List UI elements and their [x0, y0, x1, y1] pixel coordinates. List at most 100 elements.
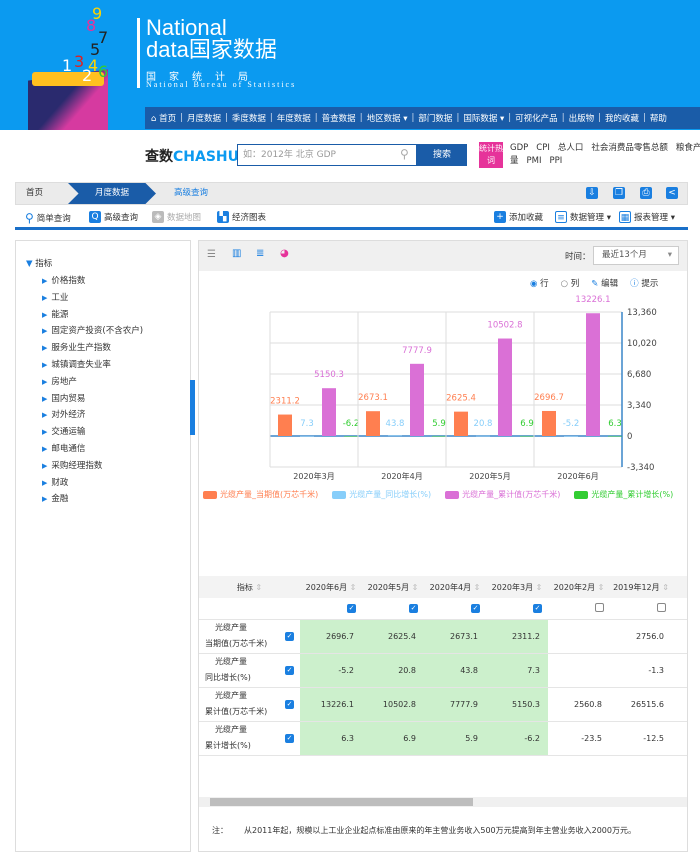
tree-root[interactable]: ▼ 指标 — [26, 259, 53, 269]
legend-item[interactable]: 光缆产量_同比增长(%) — [332, 489, 431, 500]
column-checkbox[interactable] — [595, 602, 604, 612]
horizontal-bar-icon[interactable]: ≣ — [256, 248, 265, 259]
breadcrumb-advanced[interactable]: 高级查询 — [173, 188, 208, 198]
legend-swatch — [574, 490, 589, 499]
hot-word-link[interactable]: 粮食产量 — [510, 143, 700, 166]
row-radio[interactable]: ◉ 行 — [530, 279, 549, 289]
breadcrumb: 首页 月度数据 高级查询 ⇩ ❐ ⎙ < — [15, 182, 688, 205]
nav-item[interactable]: 普查数据 — [321, 114, 356, 124]
logo-digit: 7 — [98, 28, 109, 47]
pie-chart-icon[interactable]: ◕ — [280, 248, 289, 259]
tree-item[interactable]: 价格指数 — [42, 273, 143, 290]
share-icon[interactable]: < — [666, 187, 678, 199]
column-checkbox[interactable]: ✓ — [533, 604, 542, 614]
y-tick-label: 0 — [627, 432, 632, 442]
table-cell: 43.8 — [424, 653, 486, 688]
search-input[interactable]: 如：2012年 北京 GDP — [237, 144, 417, 166]
bar-chart-icon[interactable]: ▥ — [232, 248, 242, 259]
economic-charts-button[interactable]: ▚ 经济图表 — [217, 211, 266, 223]
data-label: 2696.7 — [534, 393, 564, 403]
header-indicator[interactable]: 指标 ⇕ — [199, 576, 300, 598]
column-header[interactable]: 2020年6月 ⇕ — [300, 576, 362, 598]
column-checkbox[interactable]: ✓ — [471, 604, 480, 614]
scrollbar-thumb[interactable] — [210, 798, 473, 806]
legend-item[interactable]: 光缆产量_累计增长(%) — [574, 489, 673, 500]
nav-item[interactable]: 部门数据 — [418, 114, 453, 124]
add-favorite-button[interactable]: + 添加收藏 — [494, 211, 543, 223]
breadcrumb-home[interactable]: 首页 — [26, 188, 44, 198]
report-management-menu[interactable]: ▦ 报表管理 ▾ — [619, 211, 675, 223]
nav-item[interactable]: 季度数据 — [231, 114, 266, 124]
data-map-button[interactable]: ◈ 数据地图 — [152, 211, 201, 223]
column-header[interactable]: 2020年4月 ⇕ — [424, 576, 486, 598]
tree-item[interactable]: 邮电通信 — [42, 441, 143, 458]
column-header[interactable]: 2020年5月 ⇕ — [362, 576, 424, 598]
search-icon[interactable]: ⚲ — [400, 147, 409, 161]
query-toolbar: ⚲ 简单查询 Q 高级查询 ◈ 数据地图 ▚ 经济图表 + 添加收藏 ≡ 数据管理 ▾ ▦ 报… — [15, 205, 688, 230]
tree-item[interactable]: 固定资产投资(不含农户) — [42, 323, 143, 340]
row-checkbox[interactable]: ✓ — [285, 665, 294, 675]
tip-button[interactable]: ⓘ 提示 — [630, 279, 659, 289]
tree-item[interactable]: 能源 — [42, 307, 143, 324]
row-checkbox[interactable]: ✓ — [285, 733, 294, 743]
tree-item[interactable]: 金融 — [42, 491, 143, 508]
nav-item[interactable]: ⌂ 首页 — [151, 114, 177, 124]
table-view-icon[interactable]: ☰ — [207, 249, 216, 260]
download-icon[interactable]: ⇩ — [586, 187, 598, 199]
breadcrumb-monthly[interactable]: 月度数据 — [68, 183, 156, 204]
content-panel — [198, 240, 688, 852]
advanced-query-button[interactable]: Q 高级查询 — [89, 211, 138, 223]
hot-word-link[interactable]: PMI — [526, 156, 542, 166]
print-icon[interactable]: ⎙ — [640, 187, 652, 199]
row-checkbox[interactable]: ✓ — [285, 631, 294, 641]
logo-digit: 8 — [86, 16, 97, 35]
tree-item[interactable]: 工业 — [42, 290, 143, 307]
table-row: 光缆产量 当期值(万芯千米) ✓ 2696.7 2625.4 2673.1 2311.2 27… — [199, 619, 687, 654]
data-label: 7777.9 — [402, 346, 432, 356]
column-header[interactable]: 2020年3月 ⇕ — [486, 576, 548, 598]
legend-item[interactable]: 光缆产量_当期值(万芯千米) — [203, 489, 318, 500]
table-icon: ▦ — [619, 211, 631, 223]
copy-icon[interactable]: ❐ — [613, 187, 625, 199]
hot-word-link[interactable]: 社会消费品零售总额 — [591, 143, 668, 153]
legend-item[interactable]: 光缆产量_累计值(万芯千米) — [445, 489, 560, 500]
row-checkbox[interactable]: ✓ — [285, 699, 294, 709]
tree-item[interactable]: 服务业生产指数 — [42, 340, 143, 357]
search-button[interactable]: 搜索 — [417, 144, 467, 166]
column-header[interactable]: 2019年12月 ⇕ — [610, 576, 672, 598]
column-checkbox[interactable]: ✓ — [347, 604, 356, 614]
data-table: 指标 ⇕ 2020年6月 ⇕ 2020年5月 ⇕ 2020年4月 ⇕ 2020年3月 ⇕… — [199, 576, 687, 756]
column-checkbox[interactable] — [657, 602, 666, 612]
time-select[interactable]: 最近13个月 ▾ — [593, 246, 679, 265]
nav-item[interactable]: 出版物 — [568, 114, 595, 124]
nav-item[interactable]: 可视化产品 — [515, 114, 558, 124]
tree-item[interactable]: 国内贸易 — [42, 391, 143, 408]
tree-item[interactable]: 城镇调查失业率 — [42, 357, 143, 374]
hot-word-link[interactable]: 总人口 — [557, 143, 584, 153]
table-cell: 2560.8 — [548, 687, 610, 722]
tree-item[interactable]: 房地产 — [42, 374, 143, 391]
tree-item[interactable]: 财政 — [42, 475, 143, 492]
col-radio[interactable]: ○ 列 — [560, 279, 580, 289]
bar — [542, 410, 556, 436]
nav-item[interactable]: 国际数据 ▾ — [463, 114, 505, 124]
simple-query-button[interactable]: ⚲ 简单查询 — [25, 211, 71, 225]
edit-button[interactable]: ✎ 编辑 — [591, 279, 619, 289]
column-header[interactable]: 2020年2月 ⇕ — [548, 576, 610, 598]
hot-word-link[interactable]: GDP — [510, 143, 529, 153]
bar-chart: 13,360 10,020 6,680 3,340 0 -3,340 2020年3月 2311… — [269, 295, 657, 481]
hot-word-link[interactable]: CPI — [536, 143, 550, 153]
data-management-menu[interactable]: ≡ 数据管理 ▾ — [555, 211, 611, 223]
legend-swatch — [332, 490, 347, 499]
panel-resize-handle[interactable] — [190, 380, 195, 435]
nav-item[interactable]: 帮助 — [649, 114, 667, 124]
tree-item[interactable]: 交通运输 — [42, 424, 143, 441]
nav-item[interactable]: 年度数据 — [276, 114, 311, 124]
tree-item[interactable]: 采购经理指数 — [42, 458, 143, 475]
nav-item[interactable]: 我的收藏 — [604, 114, 639, 124]
tree-item[interactable]: 对外经济 — [42, 407, 143, 424]
nav-item[interactable]: 地区数据 ▾ — [366, 114, 408, 124]
nav-item[interactable]: 月度数据 — [187, 114, 222, 124]
column-checkbox[interactable]: ✓ — [409, 604, 418, 614]
hot-word-link[interactable]: PPI — [549, 156, 563, 166]
